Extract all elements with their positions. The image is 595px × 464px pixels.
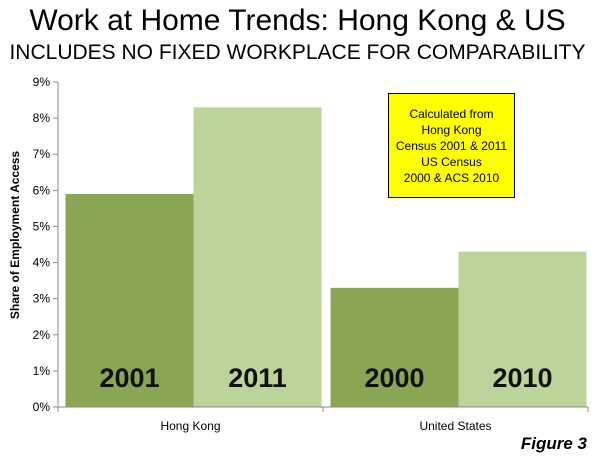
y-tick-label: 3% <box>33 292 51 306</box>
y-tick-label: 9% <box>33 75 51 89</box>
y-tick-label: 1% <box>33 364 51 378</box>
y-tick-label: 7% <box>33 147 51 161</box>
note-line: Hong Kong <box>421 122 482 137</box>
note-line: US Census <box>421 154 482 169</box>
bar-year-label: 2000 <box>364 363 424 393</box>
note-line: 2000 & ACS 2010 <box>403 170 500 185</box>
y-tick-label: 8% <box>33 111 51 125</box>
x-category-label: United States <box>419 419 491 433</box>
figure-label: Figure 3 <box>520 434 587 453</box>
bar <box>65 193 194 407</box>
chart-title: Work at Home Trends: Hong Kong & US <box>29 4 566 37</box>
bar <box>330 287 459 407</box>
bar <box>458 251 587 407</box>
x-category-label: Hong Kong <box>160 419 220 433</box>
bar-year-label: 2011 <box>228 363 287 393</box>
source-note: Calculated from Hong Kong Census 2001 & … <box>388 93 515 198</box>
note-line: Calculated from <box>409 106 494 121</box>
chart-subtitle: INCLUDES NO FIXED WORKPLACE FOR COMPARAB… <box>9 41 586 64</box>
y-tick-label: 4% <box>33 256 51 270</box>
y-tick-label: 0% <box>33 400 51 414</box>
bar-year-label: 2001 <box>99 363 159 393</box>
y-tick-label: 5% <box>33 219 51 233</box>
y-tick-label: 2% <box>33 328 51 342</box>
note-line: Census 2001 & 2011 <box>395 138 508 153</box>
bar-year-label: 2010 <box>492 363 552 393</box>
y-tick-label: 6% <box>33 183 51 197</box>
bar <box>193 107 322 408</box>
